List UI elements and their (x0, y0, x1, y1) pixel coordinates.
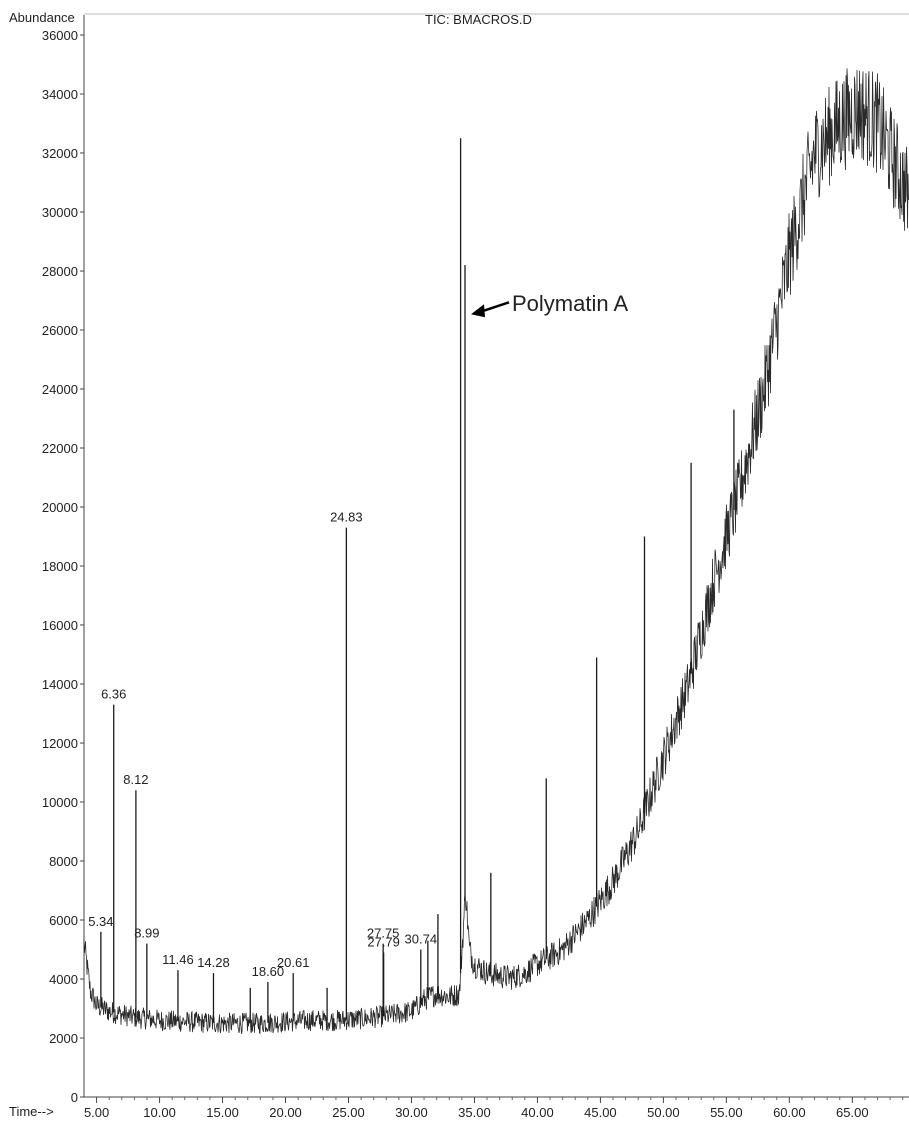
y-tick-label: 24000 (42, 382, 78, 397)
y-tick-label: 4000 (49, 972, 78, 987)
x-tick-label: 60.00 (773, 1105, 806, 1120)
y-tick-label: 22000 (42, 441, 78, 456)
y-tick-label: 20000 (42, 500, 78, 515)
y-tick-label: 18000 (42, 559, 78, 574)
polymatin-a-annotation: Polymatin A (512, 291, 628, 316)
x-tick-label: 40.00 (521, 1105, 554, 1120)
y-tick-label: 36000 (42, 28, 78, 43)
x-tick-label: 20.00 (269, 1105, 302, 1120)
y-tick-label: 8000 (49, 854, 78, 869)
x-tick-label: 65.00 (836, 1105, 869, 1120)
y-tick-label: 0 (71, 1090, 78, 1105)
x-tick-label: 15.00 (206, 1105, 239, 1120)
peak-label: 30.74 (405, 932, 438, 947)
peak-label: 6.36 (101, 687, 126, 702)
x-tick-label: 25.00 (332, 1105, 365, 1120)
x-tick-label: 50.00 (647, 1105, 680, 1120)
y-tick-label: 14000 (42, 677, 78, 692)
y-tick-label: 28000 (42, 264, 78, 279)
y-tick-label: 34000 (42, 87, 78, 102)
chart-marks: 0 2000 4000 6000 8000 10000 12000 14000 16000 180… (42, 13, 909, 1120)
chart-title: TIC: BMACROS.D (425, 12, 532, 27)
x-tick-label: 5.00 (84, 1105, 109, 1120)
peak-label: 8.12 (123, 772, 148, 787)
y-tick-label: 16000 (42, 618, 78, 633)
y-tick-label: 10000 (42, 795, 78, 810)
peak-label: 14.28 (197, 955, 230, 970)
y-tick-label: 2000 (49, 1031, 78, 1046)
x-axis-title: Time--> (9, 1104, 54, 1119)
peak-label: 11.46 (162, 952, 194, 967)
peak-label: 20.61 (277, 955, 310, 970)
x-tick-label: 55.00 (710, 1105, 743, 1120)
y-axis-title: Abundance (9, 10, 75, 25)
y-tick-label: 32000 (42, 146, 78, 161)
peak-label: 8.99 (134, 926, 159, 941)
y-tick-label: 30000 (42, 205, 78, 220)
peak-label: 5.34 (88, 914, 113, 929)
x-tick-label: 30.00 (395, 1105, 428, 1120)
tic-trace (83, 68, 909, 1035)
peak-label: 18.60 (252, 964, 285, 979)
x-tick-label: 45.00 (584, 1105, 617, 1120)
y-tick-label: 26000 (42, 323, 78, 338)
y-tick-label: 12000 (42, 736, 78, 751)
x-tick-label: 35.00 (458, 1105, 491, 1120)
y-tick-label: 6000 (49, 913, 78, 928)
peak-label: 24.83 (330, 510, 363, 525)
peak-label: 27.79 (367, 934, 400, 949)
x-tick-label: 10.00 (143, 1105, 176, 1120)
annotation-arrow-head (471, 304, 486, 318)
peak-label: 27.75 (367, 926, 400, 941)
